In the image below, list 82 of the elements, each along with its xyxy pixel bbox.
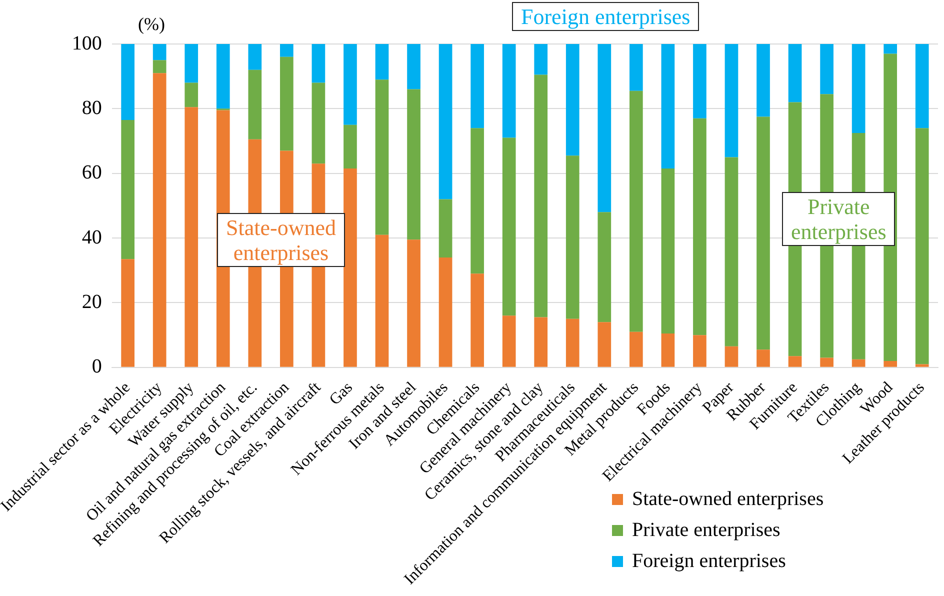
bar bbox=[344, 168, 357, 367]
bar bbox=[248, 70, 262, 140]
bar bbox=[629, 44, 643, 91]
bar bbox=[884, 44, 898, 54]
bar bbox=[502, 316, 516, 367]
bar bbox=[184, 44, 198, 83]
bar bbox=[216, 44, 230, 109]
y-tick-label: 80 bbox=[82, 96, 102, 119]
bar bbox=[407, 89, 420, 240]
bar bbox=[915, 128, 929, 364]
bar bbox=[629, 332, 643, 367]
bar bbox=[375, 44, 389, 80]
bar bbox=[566, 156, 580, 319]
bar bbox=[724, 44, 738, 158]
bar bbox=[788, 44, 802, 102]
bar bbox=[152, 44, 166, 60]
y-tick-label: 40 bbox=[82, 226, 102, 248]
bar bbox=[312, 82, 326, 164]
text: Foreign enterprises bbox=[512, 2, 700, 31]
bar bbox=[724, 157, 738, 346]
bar bbox=[756, 44, 770, 117]
bar bbox=[121, 120, 134, 260]
bar bbox=[121, 259, 134, 367]
y-axis-title: (%) bbox=[138, 14, 165, 35]
bar bbox=[693, 118, 706, 336]
bar bbox=[661, 168, 675, 334]
y-tick-label: 20 bbox=[82, 290, 102, 313]
bar bbox=[375, 234, 389, 367]
bar bbox=[724, 346, 738, 367]
bar bbox=[598, 44, 612, 212]
bar bbox=[788, 356, 802, 367]
bar bbox=[534, 317, 548, 367]
bar bbox=[152, 73, 166, 367]
bar bbox=[598, 322, 612, 367]
bar bbox=[693, 335, 706, 367]
bar bbox=[280, 56, 294, 151]
bar bbox=[502, 138, 516, 316]
y-tick-label: 100 bbox=[72, 32, 102, 54]
bar bbox=[344, 44, 357, 125]
bar bbox=[184, 107, 198, 367]
bar bbox=[121, 44, 134, 120]
bar bbox=[756, 116, 770, 350]
bar bbox=[470, 44, 484, 128]
annotation: State-owned enterprises bbox=[226, 215, 336, 265]
bar bbox=[534, 44, 548, 75]
bar bbox=[344, 124, 357, 169]
bar bbox=[852, 359, 866, 367]
bar bbox=[661, 44, 675, 169]
annotation: Private enterprises bbox=[791, 194, 886, 244]
bar bbox=[915, 44, 929, 128]
bar bbox=[438, 199, 452, 258]
bar bbox=[884, 360, 898, 367]
bar bbox=[438, 257, 452, 367]
bar bbox=[598, 212, 612, 322]
bar bbox=[661, 333, 675, 367]
bar bbox=[470, 274, 484, 367]
bar bbox=[820, 44, 834, 94]
y-tick-label: 60 bbox=[82, 162, 102, 184]
bar bbox=[629, 90, 643, 332]
bar bbox=[248, 44, 262, 70]
bar bbox=[852, 44, 866, 133]
bar bbox=[534, 74, 548, 318]
legend-label: State-owned enterprises bbox=[632, 487, 824, 512]
bar bbox=[375, 80, 389, 235]
bar bbox=[407, 44, 420, 90]
legend-label: Foreign enterprises bbox=[632, 549, 786, 574]
bar bbox=[184, 82, 198, 108]
bar bbox=[280, 44, 294, 57]
bar bbox=[693, 44, 706, 118]
bar bbox=[470, 128, 484, 274]
bar bbox=[820, 358, 834, 367]
bar bbox=[756, 350, 770, 367]
bar bbox=[438, 44, 452, 200]
bar bbox=[312, 44, 326, 83]
legend-label: Private enterprises bbox=[632, 518, 780, 543]
bar bbox=[407, 240, 420, 367]
bar bbox=[502, 44, 516, 138]
y-tick-label: 0 bbox=[92, 356, 102, 378]
bar bbox=[915, 364, 929, 367]
bar bbox=[566, 44, 580, 156]
bar bbox=[152, 60, 166, 74]
bar bbox=[566, 318, 580, 367]
